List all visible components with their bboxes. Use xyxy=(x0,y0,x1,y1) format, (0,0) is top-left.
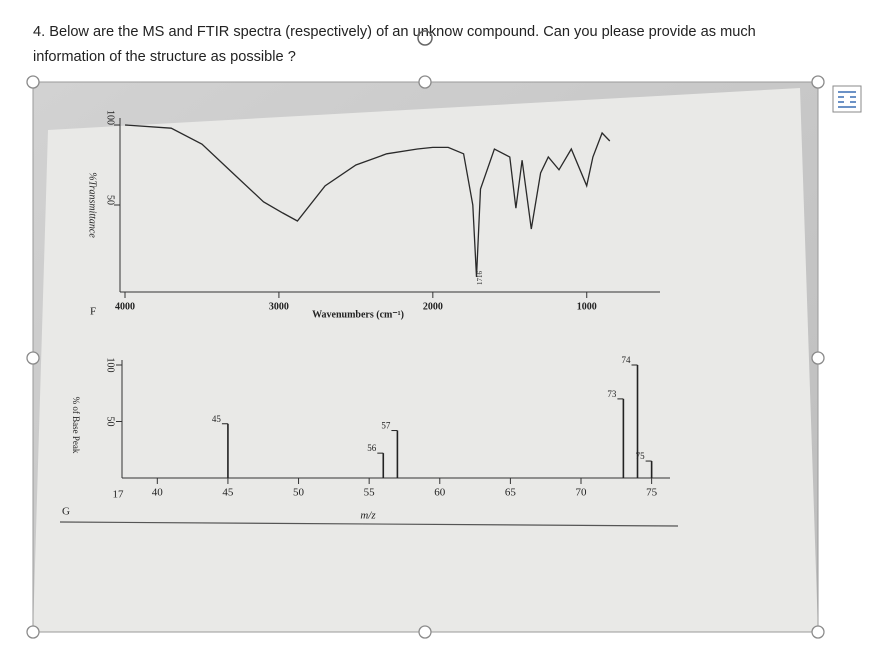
x-tick-label: 50 xyxy=(293,487,305,499)
ms-peak xyxy=(650,461,653,478)
x-tick-label: 4000 xyxy=(115,301,135,312)
rule-line xyxy=(59,521,679,527)
x-tick-label: 1000 xyxy=(577,301,597,312)
x-tick-label: 2000 xyxy=(423,301,443,312)
x-tick-label: 65 xyxy=(505,487,517,499)
resize-handle[interactable] xyxy=(26,625,40,639)
peak-label: 45 xyxy=(212,414,222,424)
peak-label: 56 xyxy=(367,443,377,453)
y-tick-label: 50 xyxy=(105,195,116,205)
x-tick-label: 55 xyxy=(364,487,376,499)
rotate-handle[interactable] xyxy=(417,30,433,46)
y-tick-label: 50 xyxy=(105,417,116,427)
resize-handle[interactable] xyxy=(811,625,825,639)
paper xyxy=(33,88,818,632)
ir-spectrum xyxy=(124,124,611,278)
layout-options-button[interactable] xyxy=(832,85,862,113)
ms-peak xyxy=(636,365,639,478)
origin-label: 17 xyxy=(113,489,125,501)
ms-peak xyxy=(382,453,385,478)
resize-handle[interactable] xyxy=(418,75,432,89)
x-tick-label: 70 xyxy=(576,487,588,499)
x-axis-label: Wavenumbers (cm⁻¹) xyxy=(312,309,404,320)
x-axis-label: m/z xyxy=(360,510,376,522)
peak-label: 73 xyxy=(607,389,617,399)
ms-peak xyxy=(622,398,625,478)
resize-handle[interactable] xyxy=(811,75,825,89)
question-text: 4. Below are the MS and FTIR spectra (re… xyxy=(33,24,756,65)
x-tick-label: 45 xyxy=(222,487,234,499)
layout-icon xyxy=(838,91,856,108)
resize-handle[interactable] xyxy=(26,351,40,365)
resize-handle[interactable] xyxy=(811,351,825,365)
resize-handle[interactable] xyxy=(26,75,40,89)
peak-label: 74 xyxy=(622,355,632,365)
y-axis-label: % of Base Peak xyxy=(71,397,81,454)
panel-label: G xyxy=(62,506,70,518)
ms-peak xyxy=(396,430,399,478)
peak-label: 57 xyxy=(381,421,391,431)
y-axis-label: %Transmittance xyxy=(87,172,98,238)
panel-label: F xyxy=(90,306,96,318)
x-tick-label: 40 xyxy=(152,487,164,499)
ms-peak xyxy=(227,423,229,478)
peak-label: 75 xyxy=(636,451,646,461)
x-tick-label: 60 xyxy=(434,487,446,499)
x-tick-label: 75 xyxy=(646,487,658,499)
y-tick-label: 100 xyxy=(105,358,116,373)
y-tick-label: 100 xyxy=(105,110,116,125)
peak-annotation: 1716 xyxy=(476,271,484,286)
resize-handle[interactable] xyxy=(418,625,432,639)
x-tick-label: 3000 xyxy=(269,301,289,312)
